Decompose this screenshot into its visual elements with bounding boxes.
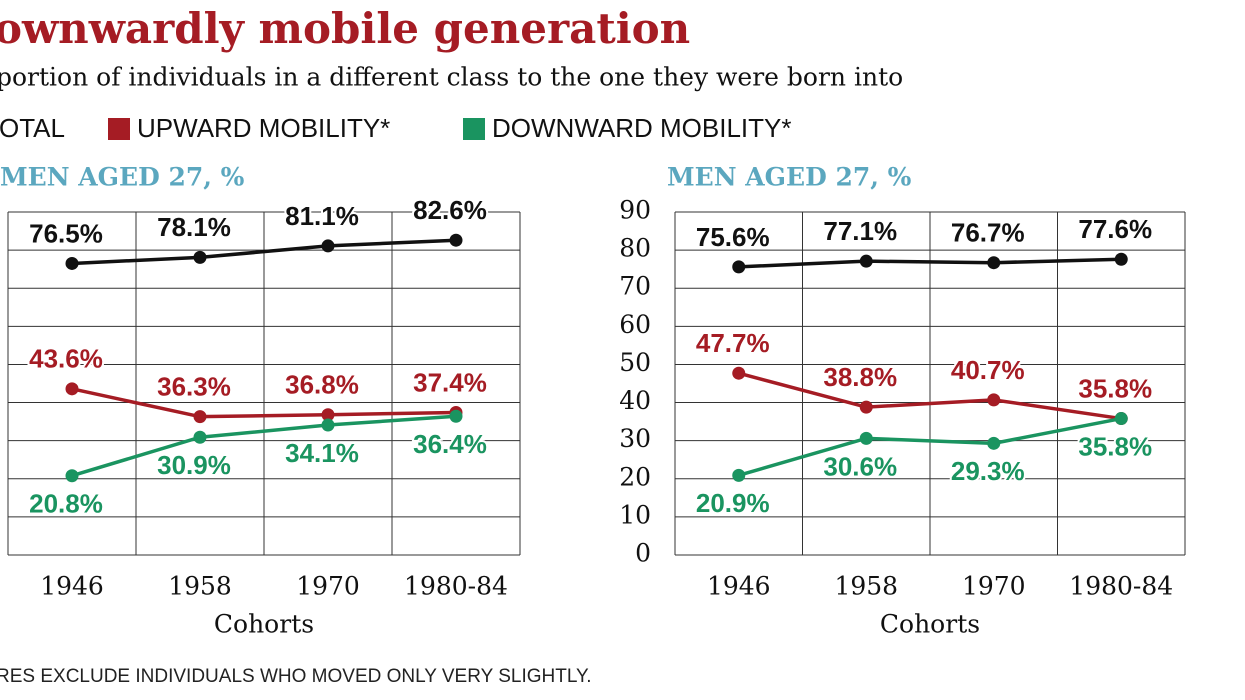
- title: ownwardly mobile generation: [0, 4, 690, 53]
- x-tick-label: 1970: [296, 572, 360, 601]
- panel-title: MEN AGED 27, %: [0, 163, 245, 192]
- y-tick-label: 10: [619, 500, 651, 529]
- y-tick-label: 0: [635, 539, 651, 568]
- legend-swatch: [108, 118, 130, 140]
- series-line: [738, 257, 1122, 269]
- series-line: [738, 371, 1122, 421]
- data-label: 75.6%: [696, 222, 770, 252]
- data-point: [449, 409, 463, 423]
- data-label: 76.5%: [29, 218, 103, 248]
- y-tick-label: 50: [619, 348, 651, 377]
- subtitle: portion of individuals in a different cl…: [0, 63, 903, 92]
- data-point: [193, 250, 207, 264]
- data-point: [321, 239, 335, 253]
- series-line: [71, 238, 457, 266]
- data-point: [732, 260, 746, 274]
- data-point: [732, 468, 746, 482]
- footnote: RES EXCLUDE INDIVIDUALS WHO MOVED ONLY V…: [0, 666, 592, 687]
- data-point: [65, 469, 79, 483]
- data-label: 30.9%: [157, 450, 231, 480]
- y-tick-label: 20: [619, 462, 651, 491]
- data-point: [1114, 252, 1128, 266]
- legend-label: OTAL: [0, 113, 65, 143]
- data-label: 36.8%: [285, 370, 359, 400]
- x-tick-label: 1970: [962, 572, 1026, 601]
- data-label: 20.8%: [29, 489, 103, 519]
- legend-label: UPWARD MOBILITY*: [137, 113, 390, 143]
- x-axis-label: Cohorts: [880, 610, 980, 639]
- data-label: 47.7%: [696, 328, 770, 358]
- data-point: [65, 382, 79, 396]
- data-label: 35.8%: [1078, 431, 1152, 461]
- data-label: 36.4%: [413, 429, 487, 459]
- data-point: [859, 431, 873, 445]
- data-label: 77.6%: [1078, 214, 1152, 244]
- data-label: 82.6%: [413, 195, 487, 225]
- data-label: 78.1%: [157, 212, 231, 242]
- y-tick-label: 70: [619, 272, 651, 301]
- y-tick-label: 40: [619, 386, 651, 415]
- legend-swatch: [463, 118, 485, 140]
- data-point: [987, 393, 1001, 407]
- data-point: [859, 400, 873, 414]
- data-label: 35.8%: [1078, 373, 1152, 403]
- x-tick-label: 1980-84: [404, 572, 508, 601]
- data-label: 36.3%: [157, 372, 231, 402]
- data-point: [449, 233, 463, 247]
- data-point: [65, 256, 79, 270]
- y-tick-label: 30: [619, 424, 651, 453]
- data-label: 30.6%: [823, 451, 897, 481]
- data-point: [321, 408, 335, 422]
- legend-label: DOWNWARD MOBILITY*: [492, 113, 791, 143]
- data-label: 77.1%: [823, 216, 897, 246]
- data-label: 38.8%: [823, 362, 897, 392]
- data-point: [1114, 412, 1128, 426]
- data-point: [193, 410, 207, 424]
- data-point: [859, 254, 873, 268]
- data-label: 29.3%: [951, 456, 1025, 486]
- x-tick-label: 1946: [40, 572, 104, 601]
- y-tick-label: 90: [619, 196, 651, 225]
- x-tick-label: 1980-84: [1069, 572, 1173, 601]
- y-tick-label: 60: [619, 310, 651, 339]
- panel-title: MEN AGED 27, %: [667, 163, 912, 192]
- y-tick-label: 80: [619, 234, 651, 263]
- x-tick-label: 1958: [168, 572, 232, 601]
- data-point: [321, 418, 335, 432]
- data-label: 20.9%: [696, 488, 770, 518]
- data-point: [987, 436, 1001, 450]
- data-point: [987, 256, 1001, 270]
- data-label: 37.4%: [413, 367, 487, 397]
- series-line: [738, 416, 1122, 478]
- x-tick-label: 1958: [834, 572, 898, 601]
- data-label: 43.6%: [29, 344, 103, 374]
- data-label: 76.7%: [951, 218, 1025, 248]
- data-point: [732, 366, 746, 380]
- series-line: [71, 414, 457, 478]
- x-axis-label: Cohorts: [214, 610, 314, 639]
- data-label: 40.7%: [951, 355, 1025, 385]
- x-tick-label: 1946: [707, 572, 771, 601]
- data-label: 81.1%: [285, 201, 359, 231]
- data-point: [193, 430, 207, 444]
- data-label: 34.1%: [285, 438, 359, 468]
- series-line: [71, 387, 457, 419]
